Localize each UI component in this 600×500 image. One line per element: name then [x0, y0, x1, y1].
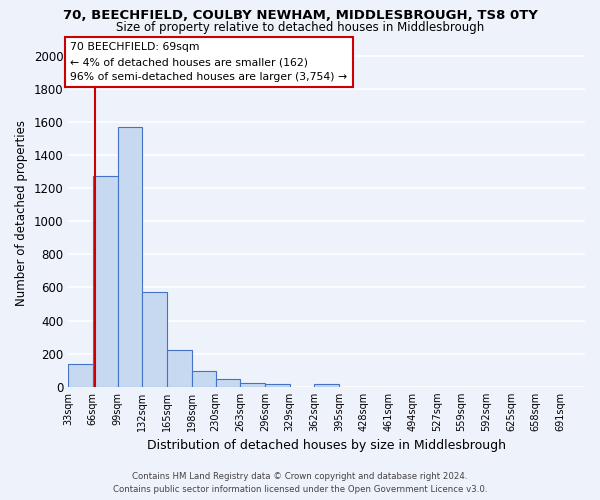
Bar: [68, 364, 93, 387]
Y-axis label: Number of detached properties: Number of detached properties: [15, 120, 28, 306]
Bar: [167, 350, 191, 387]
Bar: [314, 384, 339, 387]
Text: 70 BEECHFIELD: 69sqm
← 4% of detached houses are smaller (162)
96% of semi-detac: 70 BEECHFIELD: 69sqm ← 4% of detached ho…: [70, 42, 347, 82]
Bar: [240, 382, 265, 387]
Bar: [191, 371, 216, 387]
Text: 70, BEECHFIELD, COULBY NEWHAM, MIDDLESBROUGH, TS8 0TY: 70, BEECHFIELD, COULBY NEWHAM, MIDDLESBR…: [62, 9, 538, 22]
Bar: [215, 378, 240, 387]
Bar: [142, 292, 167, 387]
Bar: [93, 176, 118, 387]
Bar: [265, 384, 290, 387]
Text: Contains HM Land Registry data © Crown copyright and database right 2024.
Contai: Contains HM Land Registry data © Crown c…: [113, 472, 487, 494]
X-axis label: Distribution of detached houses by size in Middlesbrough: Distribution of detached houses by size …: [147, 440, 506, 452]
Text: Size of property relative to detached houses in Middlesbrough: Size of property relative to detached ho…: [116, 21, 484, 34]
Bar: [118, 127, 142, 387]
